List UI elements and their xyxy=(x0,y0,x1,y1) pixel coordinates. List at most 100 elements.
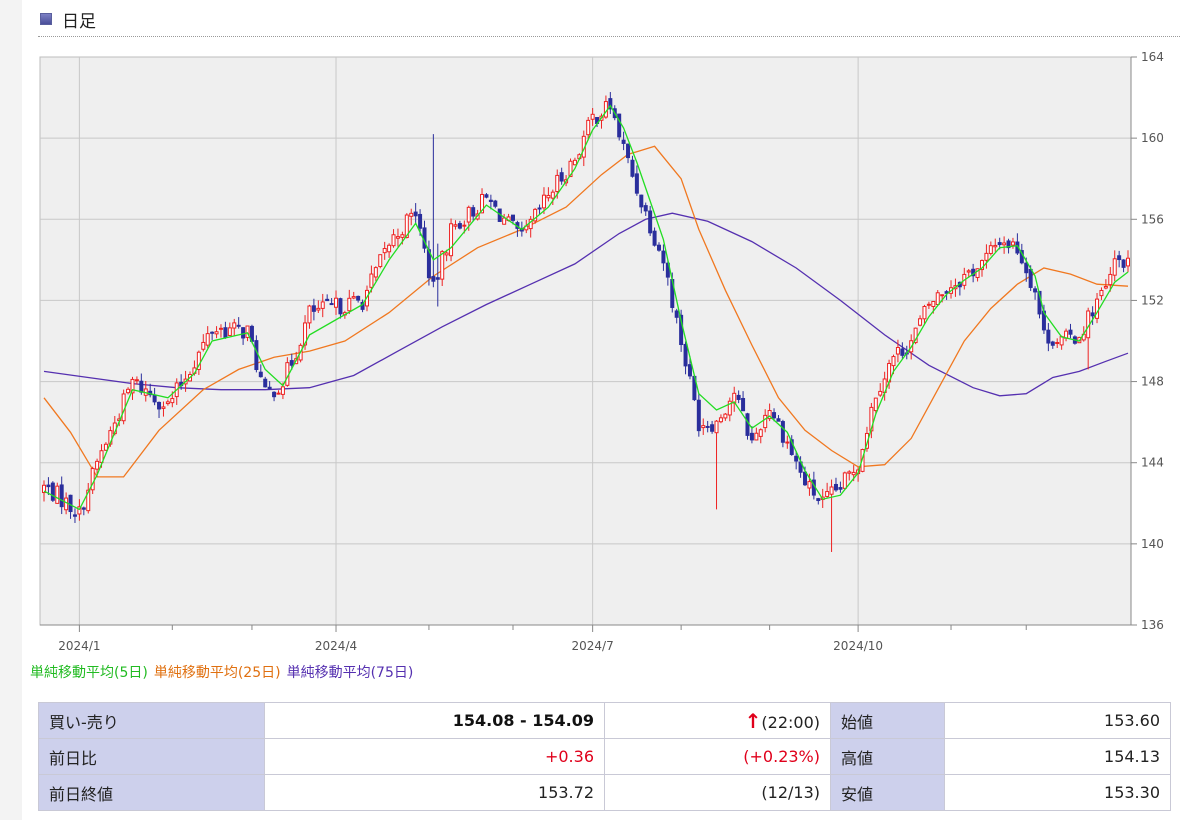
candle-body xyxy=(767,410,772,420)
candle-body xyxy=(829,486,834,495)
candle-body xyxy=(900,348,905,356)
candle-body xyxy=(895,347,900,355)
candle-body xyxy=(701,425,706,429)
candle-body xyxy=(272,391,277,398)
update-time-cell: ↑(22:00) xyxy=(604,702,831,739)
candle-body xyxy=(130,378,135,394)
candle-body xyxy=(329,303,334,306)
candle-body xyxy=(741,397,746,412)
candle-body xyxy=(537,207,542,210)
candle-body xyxy=(1090,312,1095,317)
candle-body xyxy=(966,270,971,273)
candle-body xyxy=(232,322,237,329)
candle-body xyxy=(1068,329,1073,335)
candle-body xyxy=(170,398,175,404)
candle-body xyxy=(873,397,878,412)
candle-body xyxy=(643,205,648,212)
ma25-line xyxy=(43,145,1129,478)
candle-body xyxy=(1103,285,1108,289)
candle-body xyxy=(1108,273,1113,286)
candle-body xyxy=(502,217,507,225)
candle-body xyxy=(665,262,670,278)
candle-body xyxy=(803,471,808,486)
chart-legend: 単純移動平均(5日) 単純移動平均(25日) 単純移動平均(75日) xyxy=(30,662,419,682)
candle-body xyxy=(772,412,777,419)
candle-body xyxy=(303,322,308,346)
candle-body xyxy=(1024,262,1029,274)
candle-body xyxy=(922,306,927,320)
candle-body xyxy=(847,471,852,474)
candle-body xyxy=(338,298,343,315)
candle-body xyxy=(258,371,263,378)
candle-body xyxy=(891,356,896,367)
candle-body xyxy=(723,413,728,419)
table-row: 前日比 +0.36 (+0.23%) 高値 154.13 xyxy=(38,738,1171,775)
candle-body xyxy=(64,497,69,511)
candle-body xyxy=(42,484,46,494)
candle-body xyxy=(373,267,378,278)
candle-body xyxy=(838,487,843,490)
candle-body xyxy=(413,211,418,217)
candle-body xyxy=(975,268,980,278)
open-label: 始値 xyxy=(830,702,945,739)
y-tick-label: 140 xyxy=(1141,537,1164,551)
candle-body xyxy=(727,400,732,416)
legend-ma5: 単純移動平均(5日) xyxy=(30,665,148,681)
candle-body xyxy=(316,307,321,311)
change-value: +0.36 xyxy=(264,738,605,775)
candle-body xyxy=(77,506,82,515)
candle-body xyxy=(55,485,60,504)
candle-body xyxy=(440,251,445,280)
candle-body xyxy=(400,234,405,238)
candle-body xyxy=(307,305,312,324)
candle-body xyxy=(997,242,1002,246)
candle-body xyxy=(356,295,361,301)
candle-body xyxy=(488,199,493,203)
candle-body xyxy=(280,386,285,395)
candle-body xyxy=(387,244,392,253)
y-tick-label: 156 xyxy=(1141,212,1164,226)
candle-body xyxy=(369,273,374,288)
candle-body xyxy=(1059,336,1064,346)
quote-table: 買い-売り 154.08 - 154.09 ↑(22:00) 始値 153.60… xyxy=(38,702,1171,811)
candles xyxy=(42,92,1130,552)
candle-body xyxy=(683,343,688,367)
candle-body xyxy=(833,483,838,491)
candle-body xyxy=(1002,242,1007,246)
y-tick-label: 152 xyxy=(1141,293,1164,307)
candle-body xyxy=(227,327,232,336)
candle-body xyxy=(794,455,799,462)
candle-body xyxy=(81,507,86,510)
candle-body xyxy=(347,297,352,312)
y-tick-label: 136 xyxy=(1141,618,1164,632)
candle-body xyxy=(435,277,440,280)
candle-body xyxy=(918,318,923,326)
candle-body xyxy=(816,498,821,502)
candle-body xyxy=(334,297,339,308)
candle-body xyxy=(559,172,564,182)
candle-body xyxy=(546,194,551,199)
candle-body xyxy=(201,341,206,350)
candle-body xyxy=(1028,268,1033,288)
ma5-line xyxy=(43,104,1129,511)
candle-body xyxy=(205,333,210,346)
y-tick-label: 148 xyxy=(1141,375,1164,389)
candle-body xyxy=(758,429,763,437)
candle-body xyxy=(480,193,485,214)
candle-body xyxy=(608,98,613,110)
candle-body xyxy=(586,119,591,136)
candle-body xyxy=(378,254,383,268)
candle-body xyxy=(484,194,489,198)
page-title: 日足 xyxy=(62,11,96,32)
candle-body xyxy=(714,420,719,434)
x-tick-label: 2024/4 xyxy=(315,639,357,653)
candle-body xyxy=(46,484,51,488)
candle-body xyxy=(626,143,631,159)
y-tick-label: 160 xyxy=(1141,131,1164,145)
candle-body xyxy=(878,390,883,396)
candle-body xyxy=(320,301,325,309)
candle-body xyxy=(1095,298,1100,319)
prev-close-label: 前日終値 xyxy=(38,774,265,811)
high-value: 154.13 xyxy=(944,738,1171,775)
candle-body xyxy=(210,331,215,334)
